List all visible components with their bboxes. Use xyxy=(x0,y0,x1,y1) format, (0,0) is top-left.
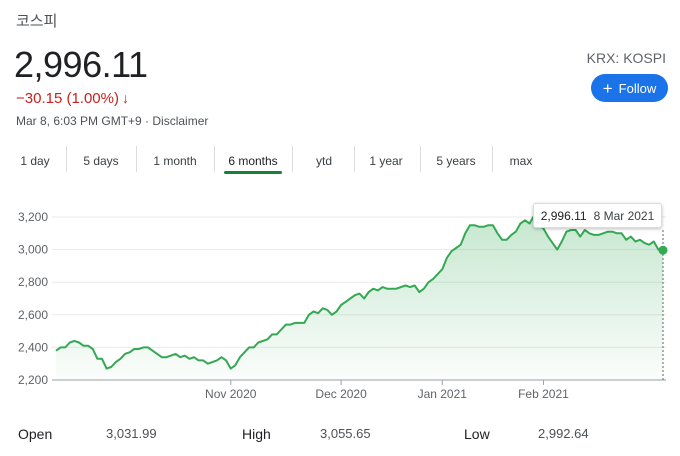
price-change: −30.15 (1.00%) ↓ xyxy=(16,90,129,107)
x-tick-label: Jan 2021 xyxy=(418,387,468,401)
tab-6-months[interactable]: 6 months xyxy=(228,154,278,168)
x-axis-labels: Nov 2020 Dec 2020 Jan 2021 Feb 2021 xyxy=(205,387,569,401)
x-tick-label: Nov 2020 xyxy=(205,387,257,401)
tab-1-year[interactable]: 1 year xyxy=(369,154,403,168)
x-tick-label: Feb 2021 xyxy=(518,387,569,401)
chart-area-fill xyxy=(56,215,663,380)
y-tick-label: 2,200 xyxy=(18,373,48,387)
stat-open-label: Open xyxy=(18,426,53,442)
x-tick-label: Dec 2020 xyxy=(315,387,367,401)
tooltip-value: 2,996.11 xyxy=(540,208,587,223)
tab-5-years[interactable]: 5 years xyxy=(436,154,476,168)
tab-divider xyxy=(420,146,421,172)
down-arrow-icon: ↓ xyxy=(122,90,129,106)
y-tick-label: 2,400 xyxy=(18,340,48,354)
timestamp-disclaimer: Mar 8, 6:03 PM GMT+9 · Disclaimer xyxy=(16,114,209,128)
tab-divider xyxy=(492,146,493,172)
tab-1-day[interactable]: 1 day xyxy=(20,154,50,168)
stat-high-value: 3,055.65 xyxy=(320,426,371,441)
y-tick-label: 2,600 xyxy=(18,308,48,322)
tab-max[interactable]: max xyxy=(509,154,533,168)
tab-divider xyxy=(214,146,215,172)
current-price: 2,996.11 xyxy=(14,44,148,85)
stat-open-value: 3,031.99 xyxy=(106,426,157,441)
page-title: 코스피 xyxy=(16,13,58,30)
tab-divider xyxy=(354,146,355,172)
price-chart[interactable]: 3,200 3,000 2,800 2,600 2,400 2,200 Nov 2020 D… xyxy=(0,180,680,410)
stat-high-label: High xyxy=(242,426,271,442)
y-tick-label: 3,000 xyxy=(18,243,48,257)
tooltip-date: 8 Mar 2021 xyxy=(593,208,655,223)
y-tick-label: 3,200 xyxy=(18,210,48,224)
price-change-value: −30.15 (1.00%) xyxy=(16,90,119,107)
chart-tooltip: 2,996.11 8 Mar 2021 xyxy=(533,203,662,228)
tab-1-month[interactable]: 1 month xyxy=(153,154,197,168)
plus-icon: + xyxy=(602,78,613,98)
active-tab-indicator xyxy=(224,171,282,174)
tab-divider xyxy=(136,146,137,172)
stat-low-value: 2,992.64 xyxy=(538,426,589,441)
tab-divider xyxy=(292,146,293,172)
tab-ytd[interactable]: ytd xyxy=(315,154,332,168)
follow-button[interactable]: + Follow xyxy=(591,74,668,102)
tab-5-days[interactable]: 5 days xyxy=(83,154,119,168)
y-tick-label: 2,800 xyxy=(18,275,48,289)
stat-low-label: Low xyxy=(464,426,490,442)
tab-divider xyxy=(66,146,67,172)
hover-point xyxy=(658,245,668,255)
follow-label: Follow xyxy=(618,80,657,96)
chart-price-line xyxy=(55,214,664,370)
exchange-ticker: KRX: KOSPI xyxy=(586,50,666,66)
y-axis-labels: 3,200 3,000 2,800 2,600 2,400 2,200 xyxy=(18,210,48,387)
